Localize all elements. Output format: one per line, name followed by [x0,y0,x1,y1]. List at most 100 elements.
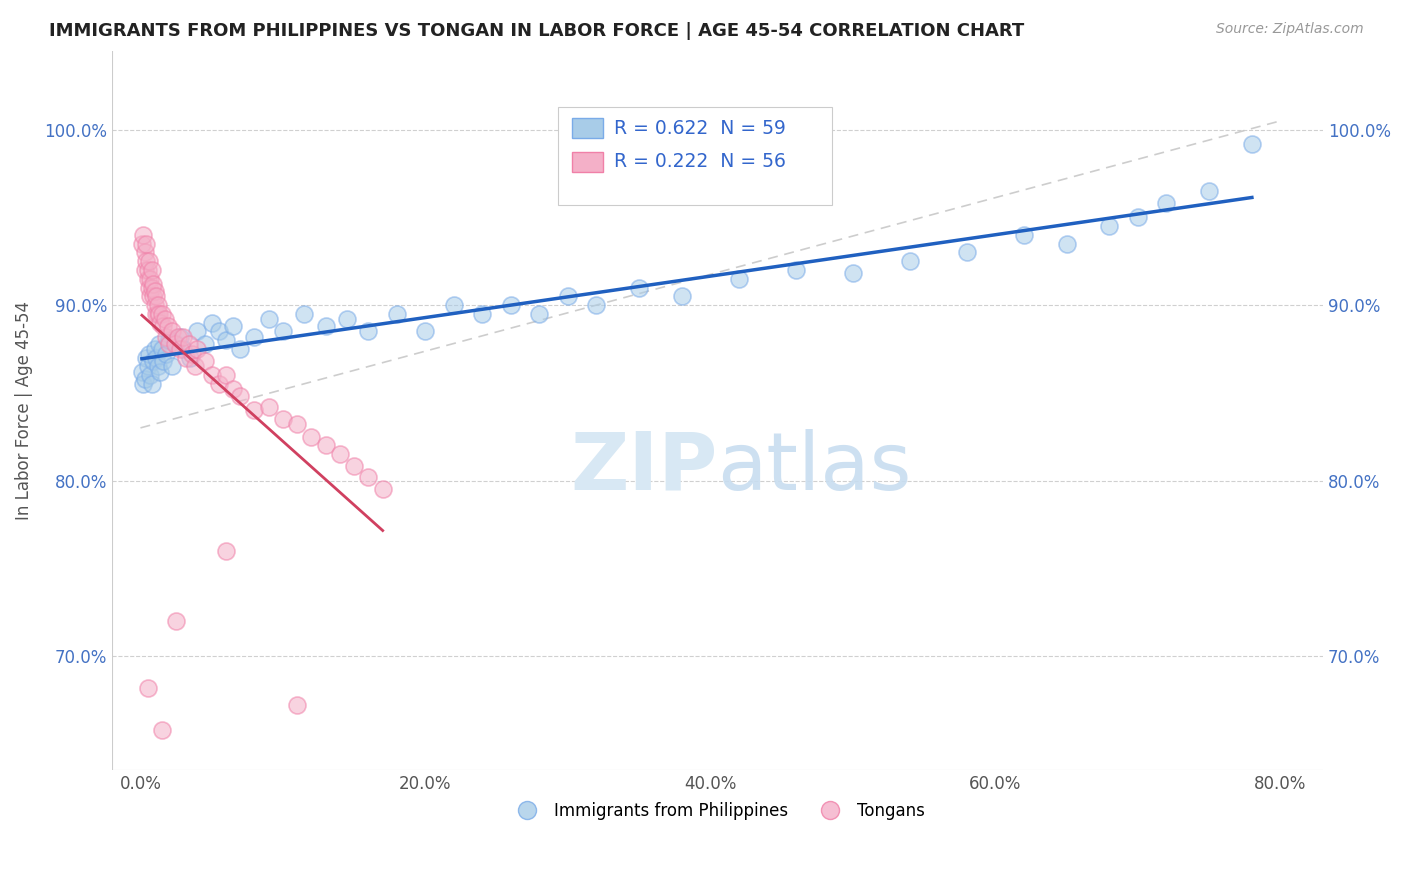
Point [172,329,194,343]
Point [785,263,807,277]
Point [208,377,231,392]
Point [208,325,231,339]
Point [315,319,337,334]
Point [177,336,200,351]
Point [135,236,157,251]
Point [499,298,522,312]
Point [155,329,177,343]
Point [152,319,174,334]
Point [357,325,380,339]
Point [152,354,174,368]
Point [471,307,494,321]
Point [145,351,167,365]
Point [165,336,187,351]
Point [131,236,153,251]
Point [1156,196,1178,211]
Point [138,254,160,268]
Point [385,307,408,321]
Text: Source: ZipAtlas.com: Source: ZipAtlas.com [1216,22,1364,37]
Point [329,447,352,461]
Point [150,307,173,321]
Point [285,698,308,712]
Point [146,307,169,321]
Point [222,382,245,396]
Point [180,347,202,361]
Point [842,267,865,281]
Point [150,342,173,356]
Point [136,359,159,374]
Point [145,289,167,303]
Point [243,403,266,417]
Text: IMMIGRANTS FROM PHILIPPINES VS TONGAN IN LABOR FORCE | AGE 45-54 CORRELATION CHA: IMMIGRANTS FROM PHILIPPINES VS TONGAN IN… [49,22,1025,40]
Point [136,272,159,286]
Point [165,614,187,628]
Point [172,342,194,356]
Point [136,263,159,277]
Point [149,365,172,379]
Point [153,312,176,326]
Point [160,325,183,339]
Point [336,312,359,326]
Point [1056,236,1078,251]
Point [166,329,188,343]
Point [150,723,173,737]
Point [215,333,238,347]
Point [229,342,252,356]
Point [728,272,751,286]
Point [135,254,157,268]
Point [157,336,180,351]
Point [557,289,579,303]
Point [201,316,224,330]
Point [215,543,238,558]
Point [131,365,153,379]
Point [136,681,159,695]
Point [628,280,651,294]
Point [357,470,380,484]
Point [156,319,179,334]
Point [141,280,163,294]
Point [585,298,607,312]
Point [143,298,166,312]
Point [183,359,205,374]
Point [143,342,166,356]
Point [271,412,294,426]
Point [148,307,170,321]
Point [139,289,162,303]
Point [179,351,201,365]
Point [138,280,160,294]
Point [956,245,979,260]
Point [194,336,217,351]
Text: atlas: atlas [717,429,912,507]
Point [139,272,162,286]
Legend: Immigrants from Philippines, Tongans: Immigrants from Philippines, Tongans [505,795,931,826]
Point [142,289,165,303]
Text: R = 0.222  N = 56: R = 0.222 N = 56 [614,153,786,171]
Point [1240,136,1263,151]
Point [1012,227,1035,242]
Point [169,342,191,356]
Point [143,284,166,298]
Point [415,325,437,339]
Point [222,319,245,334]
Point [134,263,156,277]
Point [134,245,156,260]
Point [292,307,315,321]
Point [155,347,177,361]
Text: ZIP: ZIP [571,429,717,507]
Point [194,354,217,368]
Point [149,316,172,330]
Point [898,254,921,268]
Point [201,368,224,383]
Point [343,459,366,474]
Point [139,368,162,383]
Point [141,263,163,277]
Point [163,336,186,351]
Point [1098,219,1121,234]
Point [169,329,191,343]
Point [243,329,266,343]
Point [160,359,183,374]
Point [146,359,169,374]
Point [229,389,252,403]
Point [146,298,169,312]
Point [1126,211,1149,225]
